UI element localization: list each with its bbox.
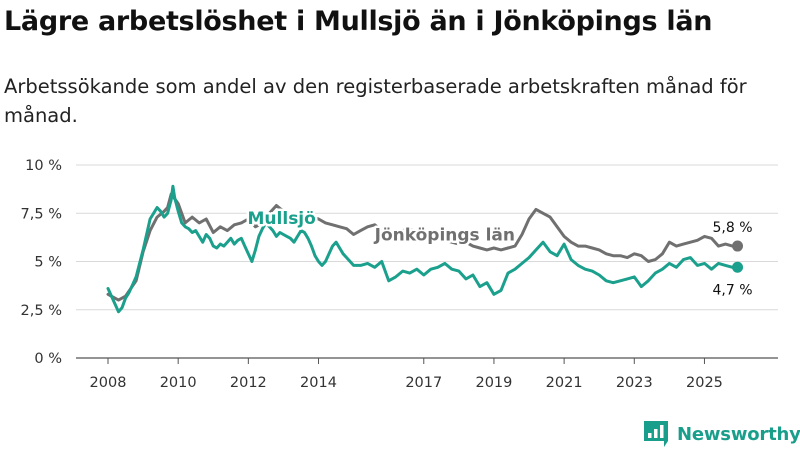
x-axis: 2008 2010 2012 2014 2017 2019 2021 2023 2025 <box>90 358 723 391</box>
y-tick-label: 7,5 % <box>21 206 62 222</box>
newsworthy-logo: Newsworthy <box>644 420 800 448</box>
line-chart: 0 % 2,5 % 5 % 7,5 % 10 % 2008 2010 2012 2014 201… <box>21 158 778 391</box>
series-labels: Jönköpings län 5,8 % Mullsjö 4,7 % <box>245 206 753 298</box>
end-label-mullsjo: 4,7 % <box>713 282 753 298</box>
x-tick-label: 2023 <box>616 375 653 391</box>
brand-name: Newsworthy <box>677 423 800 445</box>
x-tick-label: 2008 <box>90 375 127 391</box>
y-tick-label: 10 % <box>25 158 62 174</box>
x-tick-label: 2019 <box>475 375 512 391</box>
x-tick-label: 2012 <box>230 375 267 391</box>
grid-lines <box>76 164 778 359</box>
x-tick-label: 2014 <box>300 375 337 391</box>
y-axis-ticks: 0 % 2,5 % 5 % 7,5 % 10 % <box>21 158 62 367</box>
y-tick-label: 5 % <box>34 255 62 271</box>
end-label-jonkopings-lan: 5,8 % <box>713 220 753 236</box>
y-tick-label: 2,5 % <box>21 303 62 319</box>
x-tick-label: 2021 <box>546 375 583 391</box>
end-point-jonkopings-lan <box>732 240 744 252</box>
chart-title: Lägre arbetslöshet i Mullsjö än i Jönköp… <box>4 6 713 37</box>
x-tick-label: 2010 <box>160 375 197 391</box>
x-tick-label: 2017 <box>405 375 442 391</box>
newsworthy-logo-icon <box>644 421 668 447</box>
series-line-jonkopings-lan <box>106 192 734 302</box>
series-label-jonkopings-lan: Jönköpings län <box>374 225 515 245</box>
series-line-mullsjo <box>106 184 734 314</box>
y-tick-label: 0 % <box>34 351 62 367</box>
end-point-mullsjo <box>732 261 744 273</box>
x-tick-label: 2025 <box>686 375 723 391</box>
chart-subtitle: Arbetssökande som andel av den registerb… <box>4 75 747 127</box>
series-lines <box>106 184 744 314</box>
series-label-mullsjo: Mullsjö <box>248 209 316 229</box>
